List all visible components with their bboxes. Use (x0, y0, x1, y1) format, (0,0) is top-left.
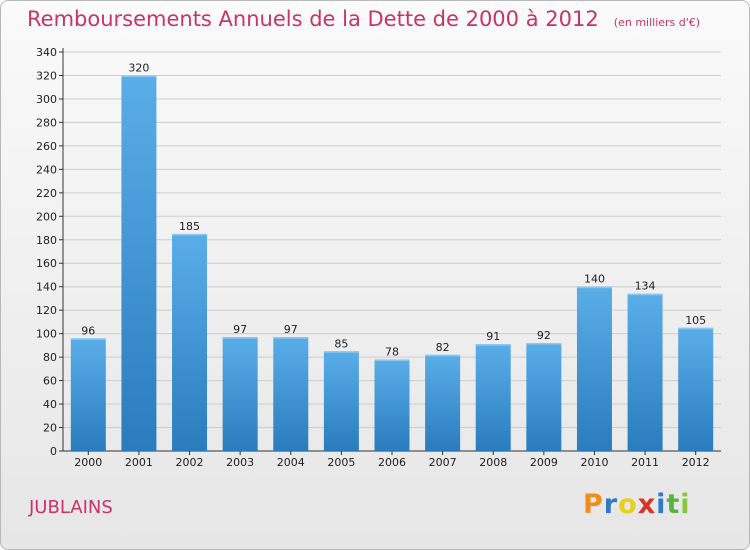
x-tick-label: 2012 (682, 456, 710, 469)
x-tick-label: 2011 (631, 456, 659, 469)
x-tick-label: 2000 (74, 456, 102, 469)
bar-top-highlight (678, 327, 714, 330)
proxiti-logo: Proxiti (583, 489, 691, 520)
logo-letter: x (637, 489, 657, 520)
y-tick-label: 80 (43, 351, 57, 364)
bar (576, 286, 612, 451)
bar-top-highlight (425, 354, 461, 357)
y-tick-label: 320 (36, 69, 57, 82)
logo-letter: i (656, 489, 667, 520)
bar (678, 327, 714, 451)
x-tick-label: 2010 (580, 456, 608, 469)
chart-title: Remboursements Annuels de la Dette de 20… (27, 7, 700, 31)
bar-value-label: 97 (284, 323, 298, 336)
bar (70, 338, 106, 451)
bar (121, 75, 157, 452)
chart-title-unit: (en milliers d'€) (613, 16, 701, 29)
chart-title-main: Remboursements Annuels de la Dette de 20… (27, 7, 599, 31)
bar-top-highlight (627, 293, 663, 296)
y-tick-label: 160 (36, 257, 57, 270)
bar-top-highlight (121, 75, 157, 77)
x-tick-label: 2002 (176, 456, 204, 469)
y-tick-label: 0 (50, 445, 57, 458)
y-tick-label: 60 (43, 375, 57, 388)
y-tick-label: 140 (36, 281, 57, 294)
y-tick-label: 120 (36, 304, 57, 317)
x-tick-label: 2009 (530, 456, 558, 469)
y-tick-label: 340 (36, 46, 57, 59)
y-tick-label: 260 (36, 140, 57, 153)
x-tick-label: 2003 (226, 456, 254, 469)
bar (475, 344, 511, 451)
bar (627, 293, 663, 451)
bar-value-label: 320 (128, 61, 149, 74)
bar-value-label: 82 (436, 341, 450, 354)
bar-value-label: 97 (233, 323, 247, 336)
bar (323, 351, 359, 451)
bar (526, 343, 562, 451)
bar-top-highlight (526, 343, 562, 345)
bar (273, 337, 309, 451)
bar-top-highlight (374, 359, 410, 361)
x-tick-label: 2005 (327, 456, 355, 469)
y-tick-label: 280 (36, 116, 57, 129)
x-tick-label: 2004 (277, 456, 305, 469)
y-tick-label: 300 (36, 93, 57, 106)
bar-value-label: 185 (179, 220, 200, 233)
bar-value-label: 105 (685, 314, 706, 327)
bar-top-highlight (70, 338, 106, 340)
logo-letter: r (603, 489, 619, 520)
bar-value-label: 134 (635, 280, 656, 293)
bar-top-highlight (576, 286, 612, 289)
bar (425, 354, 461, 451)
bar-value-label: 140 (584, 273, 605, 286)
logo-letter: i (680, 489, 691, 520)
y-tick-label: 220 (36, 187, 57, 200)
y-tick-label: 240 (36, 163, 57, 176)
y-tick-label: 40 (43, 398, 57, 411)
bar-top-highlight (475, 344, 511, 346)
bar-value-label: 96 (81, 324, 95, 337)
bar-top-highlight (172, 233, 208, 236)
y-tick-label: 100 (36, 328, 57, 341)
x-tick-label: 2008 (479, 456, 507, 469)
bar (222, 337, 258, 451)
bar-top-highlight (222, 337, 258, 339)
bar (374, 359, 410, 451)
logo-letter: P (583, 489, 604, 520)
x-tick-label: 2006 (378, 456, 406, 469)
logo-letter: t (666, 489, 681, 520)
bar-value-label: 92 (537, 329, 551, 342)
x-tick-label: 2007 (429, 456, 457, 469)
commune-name: JUBLAINS (29, 497, 113, 518)
bar-value-label: 78 (385, 345, 399, 358)
bar (172, 233, 208, 451)
y-tick-label: 200 (36, 210, 57, 223)
logo-letter: o (618, 489, 638, 520)
y-tick-label: 180 (36, 234, 57, 247)
x-tick-label: 2001 (125, 456, 153, 469)
bar-top-highlight (273, 337, 309, 339)
bar-value-label: 85 (334, 337, 348, 350)
y-tick-label: 20 (43, 422, 57, 435)
bar-value-label: 91 (486, 330, 500, 343)
bar-top-highlight (323, 351, 359, 353)
